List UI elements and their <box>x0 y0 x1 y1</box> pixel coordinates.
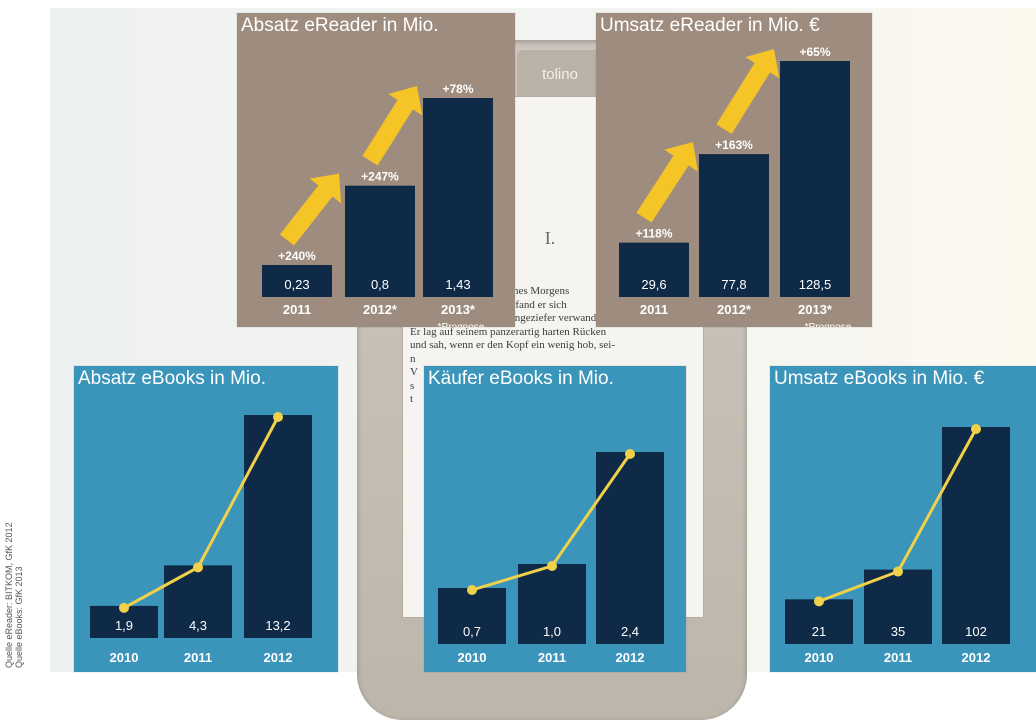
chart-bar <box>785 599 853 644</box>
bar-value-label: 77,8 <box>721 277 746 292</box>
chart-bar <box>864 569 932 644</box>
arrow-shape <box>716 49 780 134</box>
bar-value-label: 0,23 <box>284 277 309 292</box>
category-tick-label: 2010 <box>110 650 139 665</box>
chart-umsatz-ereader: 29,6 2011 +118% 77,8 2012* +163% 128,5 2013* +65… <box>619 45 852 327</box>
ereader-text-line: n <box>410 352 416 365</box>
chart-bar <box>423 98 493 297</box>
chart-umsatz-ebooks: 21 2010 35 2011 102 2012 <box>785 424 1010 665</box>
chart-title: Absatz eReader in Mio. <box>241 15 439 36</box>
category-tick-label: 2011 <box>184 650 212 665</box>
bar-value-label: 1,9 <box>115 618 133 633</box>
category-tick-label: 2011 <box>538 650 566 665</box>
category-tick-label: 2013* <box>441 302 476 317</box>
growth-label: +247% <box>361 170 399 184</box>
growth-label: +163% <box>715 138 753 152</box>
chart-bar <box>244 415 312 638</box>
growth-arrow-icon <box>716 49 780 134</box>
arrow-shape <box>362 85 423 166</box>
trend-point <box>273 412 283 422</box>
ereader-text-line: und sah, wenn er den Kopf ein wenig hob,… <box>410 339 615 351</box>
chart-panel-absatz-ereader: Absatz eReader in Mio. 0,23 2011 +240% 0,8 2… <box>237 13 515 327</box>
bar-value-label: 13,2 <box>265 618 290 633</box>
chart-bar <box>262 264 332 297</box>
growth-label: +240% <box>278 249 316 263</box>
category-tick-label: 2012* <box>717 302 752 317</box>
ereader-chapter-heading: I. <box>544 228 556 248</box>
category-tick-label: 2011 <box>283 302 311 317</box>
growth-label: +78% <box>442 82 473 96</box>
chart-bar <box>942 427 1010 644</box>
chart-title: Käufer eBooks in Mio. <box>428 368 614 389</box>
source-note: Quelle eReader: BITKOM, GfK 2012 Quelle … <box>4 522 24 668</box>
category-tick-label: 2011 <box>884 650 912 665</box>
category-tick-label: 2012* <box>363 302 398 317</box>
ereader-logo: tolino <box>542 66 578 83</box>
bar-value-label: 102 <box>965 624 987 639</box>
trend-point <box>119 602 129 613</box>
category-tick-label: 2010 <box>458 650 487 665</box>
growth-label: +65% <box>799 45 830 59</box>
chart-kaeufer-ebooks: 0,7 2010 1,0 2011 2,4 2012 <box>438 449 664 665</box>
bar-value-label: 1,43 <box>445 277 470 292</box>
chart-panel-kaeufer-ebooks: Käufer eBooks in Mio. 0,7 2010 1,0 2011 2,4 2… <box>424 366 686 672</box>
chart-title: Absatz eBooks in Mio. <box>78 368 266 389</box>
source-line: Quelle eBooks: GfK 2013 <box>14 566 24 668</box>
ereader-text-line: Er lag auf seinem panzerartig harten Rüc… <box>410 325 607 338</box>
trend-point <box>193 562 203 573</box>
chart-bar <box>619 242 689 297</box>
chart-bar <box>164 565 232 638</box>
bar-value-label: 1,0 <box>543 624 561 639</box>
trend-point <box>547 561 557 571</box>
chart-title: Umsatz eReader in Mio. € <box>600 15 820 36</box>
chart-title: Umsatz eBooks in Mio. € <box>774 368 985 389</box>
arrow-shape <box>279 173 342 246</box>
chart-panel-umsatz-ebooks: Umsatz eBooks in Mio. € 21 2010 35 2011 102 2… <box>770 366 1036 672</box>
ereader-text-line: s <box>410 379 415 392</box>
chart-footnote: *Prognose <box>438 322 485 327</box>
bar-value-label: 0,8 <box>371 277 389 292</box>
chart-bar <box>699 154 769 297</box>
chart-absatz-ebooks: 1,9 2010 4,3 2011 13,2 2012 <box>90 412 312 665</box>
chart-panel-absatz-ebooks: Absatz eBooks in Mio. 1,9 2010 4,3 2011 13,2… <box>74 366 338 672</box>
category-tick-label: 2010 <box>805 650 834 665</box>
bar-value-label: 0,7 <box>463 624 481 639</box>
trend-point <box>467 585 477 595</box>
bar-value-label: 29,6 <box>641 277 666 292</box>
growth-label: +118% <box>635 227 672 241</box>
bar-value-label: 35 <box>891 624 905 639</box>
trend-point <box>971 424 981 434</box>
chart-bar <box>518 564 586 644</box>
arrow-shape <box>636 142 698 223</box>
bar-value-label: 128,5 <box>799 277 832 292</box>
chart-footnote: *Prognose <box>805 322 852 327</box>
category-tick-label: 2012 <box>264 650 293 665</box>
category-tick-label: 2012 <box>962 650 991 665</box>
trend-point <box>814 596 824 607</box>
ereader-top-bezel <box>517 50 607 100</box>
trend-point <box>625 449 635 459</box>
source-line: Quelle eReader: BITKOM, GfK 2012 <box>4 522 14 668</box>
category-tick-label: 2011 <box>640 302 668 317</box>
chart-bar <box>345 185 415 297</box>
chart-bar <box>596 452 664 644</box>
growth-arrow-icon <box>362 85 423 166</box>
chart-bar <box>438 588 506 644</box>
trend-point <box>893 566 903 577</box>
bar-value-label: 2,4 <box>621 624 639 639</box>
chart-bar <box>780 61 850 297</box>
growth-arrow-icon <box>636 142 698 223</box>
chart-absatz-ereader: 0,23 2011 +240% 0,8 2012* +247% 1,43 2013* +78% *… <box>262 82 493 327</box>
bar-value-label: 4,3 <box>189 618 207 633</box>
category-tick-label: 2013* <box>798 302 833 317</box>
ereader-text-line: t <box>410 393 414 405</box>
bar-value-label: 21 <box>812 624 826 639</box>
category-tick-label: 2012 <box>616 650 645 665</box>
ereader-text-line: V <box>410 366 418 378</box>
growth-arrow-icon <box>279 173 342 246</box>
chart-panel-umsatz-ereader: Umsatz eReader in Mio. € 29,6 2011 +118% 77… <box>596 13 872 327</box>
